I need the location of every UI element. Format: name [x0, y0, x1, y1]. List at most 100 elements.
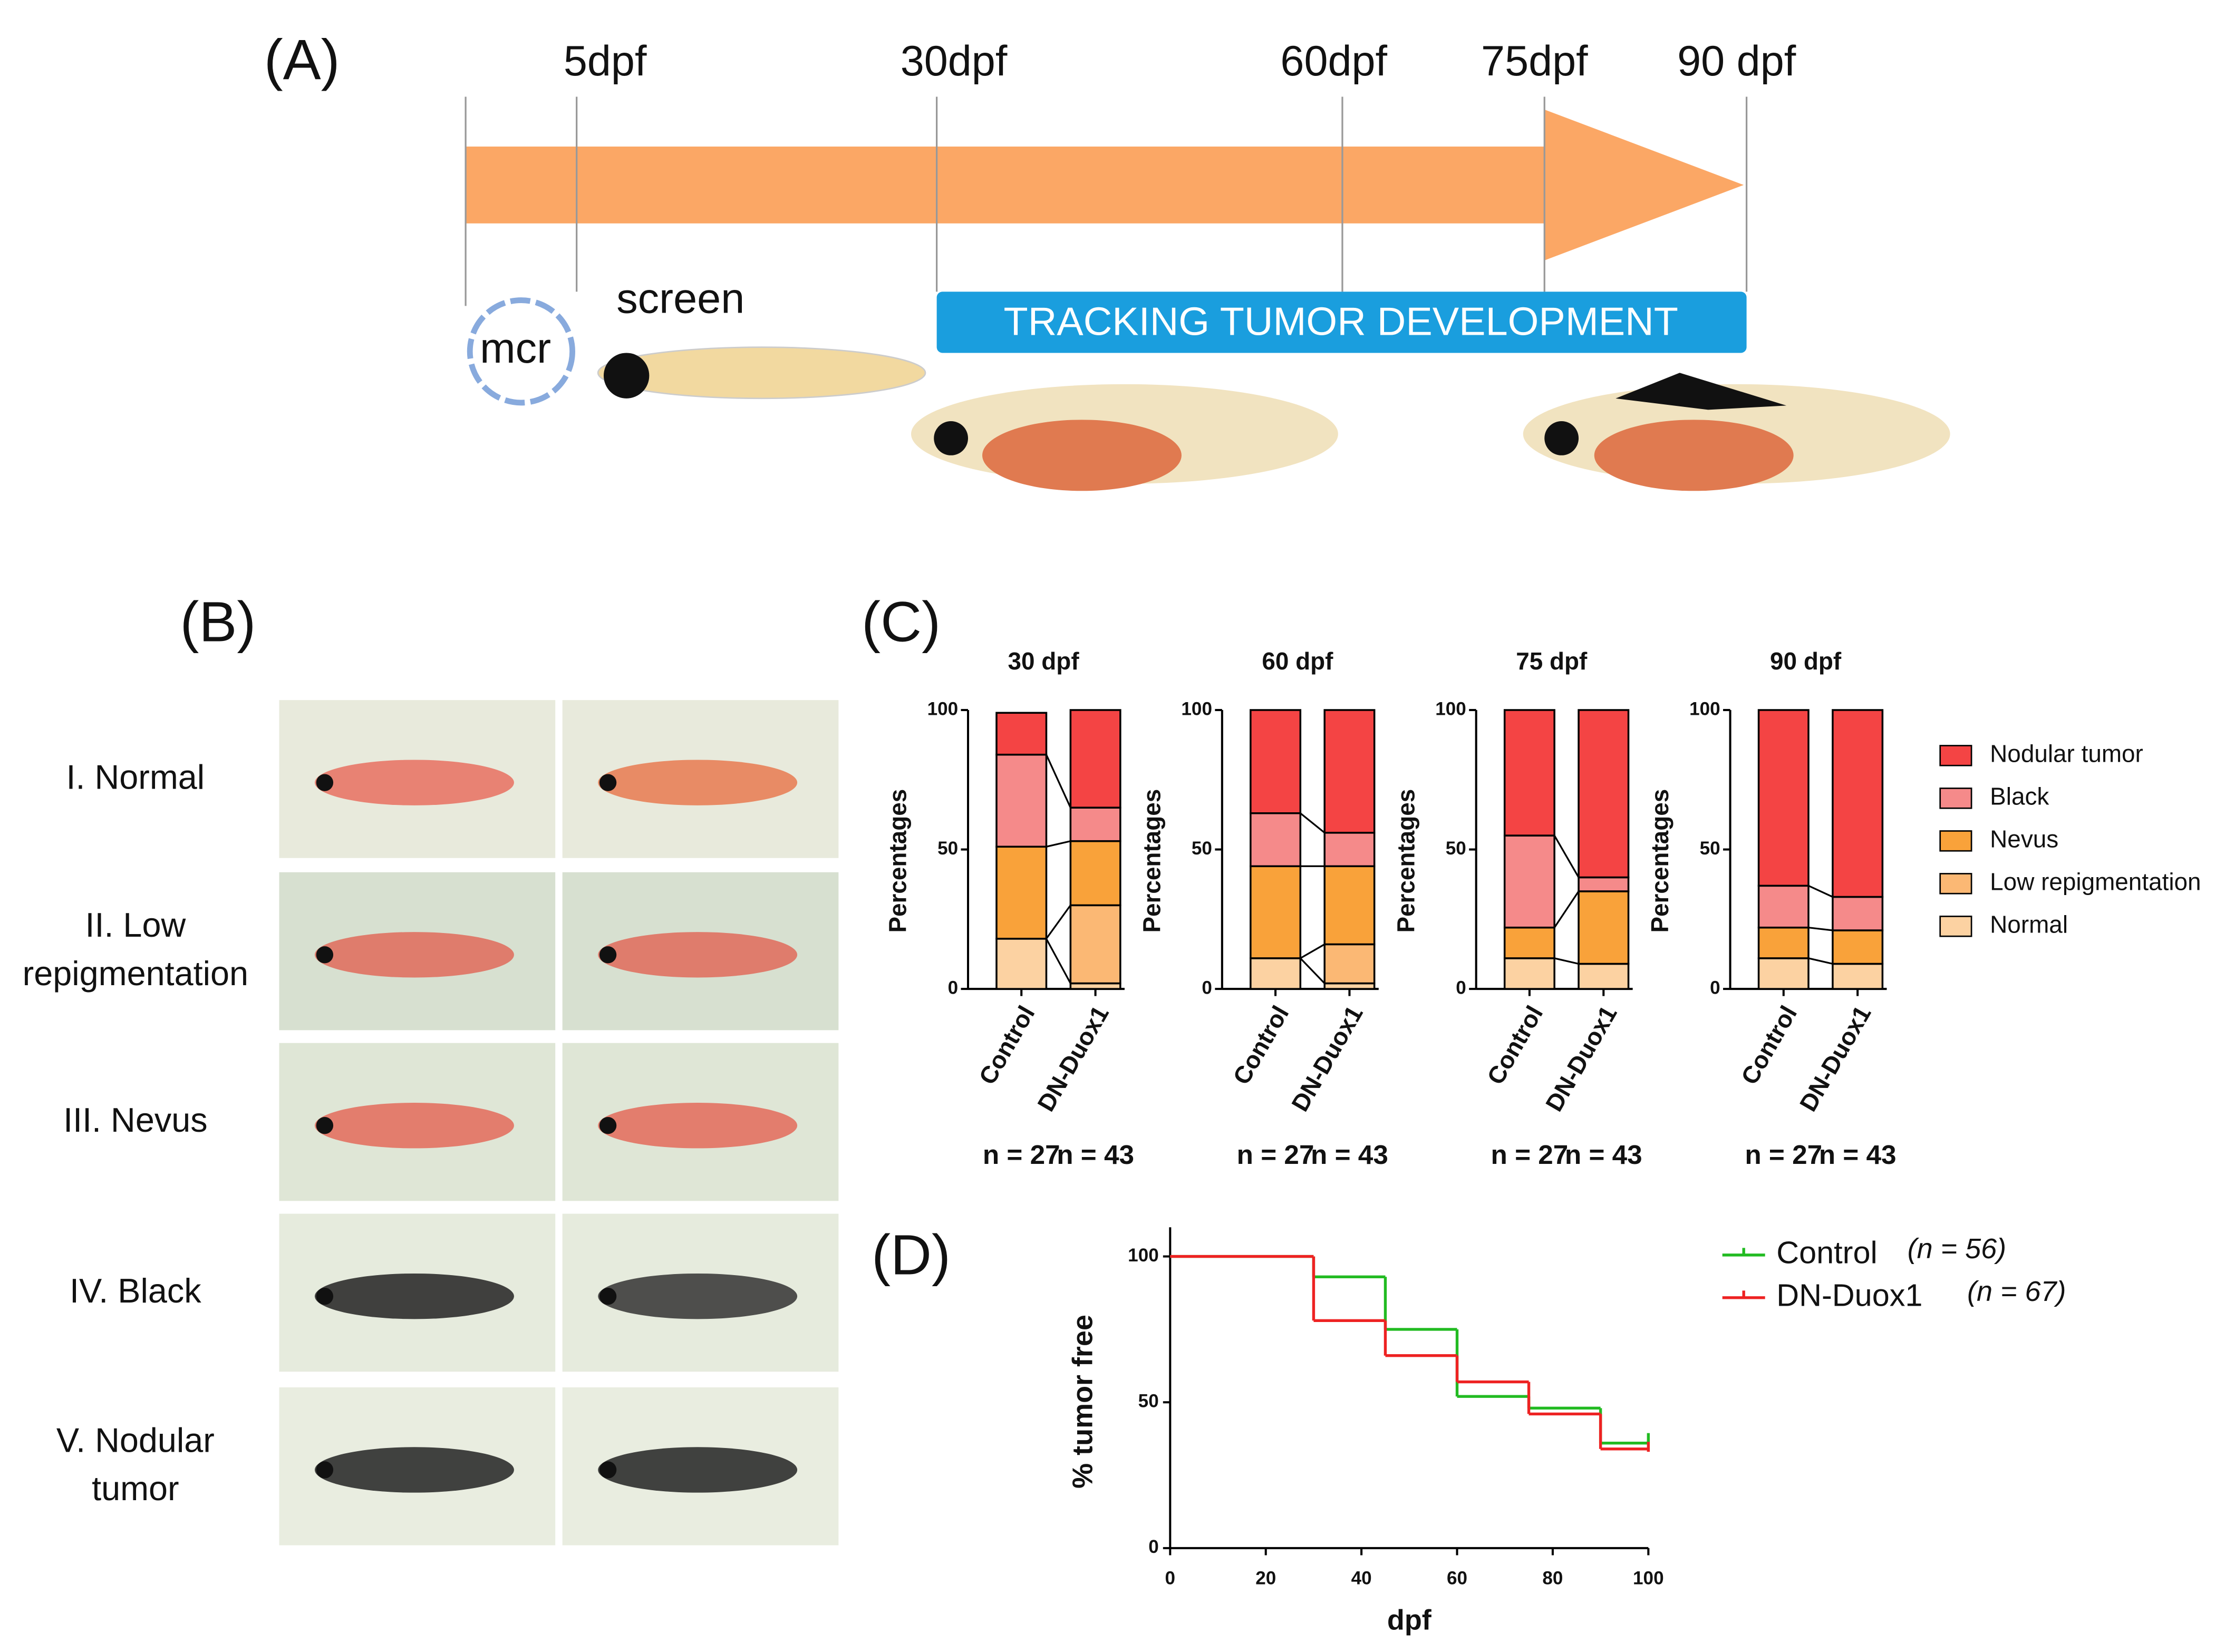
bar-segment: [995, 753, 1048, 848]
bar-segment: [1503, 709, 1555, 837]
fish-eye: [934, 421, 969, 455]
photo-fish: [314, 932, 514, 978]
photo-fish: [314, 1273, 514, 1319]
panel-label: (B): [180, 589, 256, 653]
connector: [1553, 835, 1580, 878]
bar-segment: [1832, 709, 1884, 898]
photo-fish-eye: [316, 774, 334, 791]
row-label: repigmentation: [23, 954, 248, 993]
tracking-bar: [936, 291, 1747, 353]
bar-segment: [1578, 890, 1630, 965]
subplot-title: 90 dpf: [1770, 647, 1842, 675]
subplot-title: 30 dpf: [1008, 647, 1080, 675]
y-tick-label: 0: [1148, 1537, 1159, 1557]
n-label: n = 27: [1491, 1140, 1569, 1170]
y-tick-label: 100: [1128, 1245, 1159, 1266]
bar-segment: [995, 846, 1048, 940]
n-label: n = 43: [1819, 1140, 1897, 1170]
x-tick-label: 40: [1351, 1568, 1372, 1589]
legend-label: Control: [1776, 1235, 1877, 1270]
bar-segment: [1757, 957, 1810, 990]
bar-segment: [995, 712, 1048, 756]
bar-segment: [1069, 709, 1121, 809]
bar-segment: [1323, 865, 1376, 946]
x-axis-label: dpf: [1387, 1605, 1432, 1636]
legend-swatch: [1939, 873, 1972, 895]
subplot-title: 60 dpf: [1262, 647, 1333, 675]
x-tick-label: DN-Duox1: [1794, 1001, 1876, 1116]
y-tick-label: 100: [1435, 698, 1466, 719]
y-tick-label: 50: [937, 838, 958, 859]
row-label: I. Normal: [66, 757, 205, 796]
photo-fish: [598, 932, 798, 978]
connector: [1046, 905, 1071, 939]
y-axis-label: Percentages: [884, 789, 912, 933]
legend-swatch: [1939, 916, 1972, 937]
bar-segment: [1832, 963, 1884, 990]
plasmid-label: mcr: [480, 325, 551, 372]
legend-n: (n = 56): [1908, 1233, 2007, 1265]
bar-segment: [1578, 709, 1630, 879]
connector: [1046, 938, 1071, 984]
bar-segment: [1757, 709, 1810, 887]
legend-swatch: [1939, 830, 1972, 852]
photo-fish-eye: [599, 774, 617, 791]
photo-fish-eye: [599, 946, 617, 964]
arrow-head: [1544, 109, 1744, 260]
connector: [1046, 754, 1071, 808]
bar-segment: [1323, 832, 1376, 868]
y-tick-label: 100: [1689, 698, 1720, 719]
x-tick-label: 100: [1633, 1568, 1664, 1589]
x-tick-label: 20: [1255, 1568, 1276, 1589]
x-tick-label: 60: [1447, 1568, 1467, 1589]
timeline: [465, 96, 1950, 491]
bar-segment: [1832, 896, 1884, 931]
legend-label: Low repigmentation: [1990, 868, 2201, 895]
panel-label: (D): [872, 1222, 951, 1286]
legend-swatch: [1939, 745, 1972, 766]
bar-segment: [1250, 812, 1302, 868]
connector: [1808, 927, 1833, 931]
time-label: 60dpf: [1280, 37, 1387, 85]
legend-label: Black: [1990, 782, 2049, 810]
x-tick-label: Control: [973, 1001, 1040, 1089]
y-tick-label: 50: [1700, 838, 1720, 859]
x-tick-label: Control: [1736, 1001, 1803, 1089]
photo-fish: [314, 1103, 514, 1149]
time-label: 5dpf: [564, 37, 647, 85]
y-tick-label: 100: [1181, 698, 1212, 719]
fish-organ: [1594, 420, 1794, 491]
photo-fish: [598, 1103, 798, 1149]
x-tick-label: Control: [1482, 1001, 1549, 1089]
photo-fish: [598, 1447, 798, 1493]
row-label: V. Nodular: [56, 1421, 215, 1459]
bar-segment: [1323, 943, 1376, 985]
bar-segment: [1069, 840, 1121, 907]
y-axis-label: Percentages: [1138, 789, 1165, 933]
n-label: n = 43: [1057, 1140, 1134, 1170]
photo-fish-eye: [599, 1287, 617, 1305]
x-tick-label: DN-Duox1: [1540, 1001, 1622, 1116]
photo-fish-eye: [316, 1287, 334, 1305]
legend-label: Normal: [1990, 910, 2068, 938]
panel-label: (A): [264, 27, 340, 91]
bar-segment: [1069, 904, 1121, 985]
connector: [1300, 957, 1326, 984]
bar-segment: [1757, 885, 1810, 929]
bar-segment: [1578, 876, 1630, 892]
bar-segment: [1250, 957, 1302, 990]
row-label: IV. Black: [70, 1271, 201, 1310]
y-axis-label: Percentages: [1392, 789, 1419, 933]
bar-segment: [1503, 926, 1555, 959]
connector: [1808, 885, 1833, 898]
x-tick-label: DN-Duox1: [1286, 1001, 1368, 1116]
n-label: n = 27: [1745, 1140, 1822, 1170]
panel-label: (C): [862, 589, 941, 653]
n-label: n = 43: [1565, 1140, 1642, 1170]
legend-label: DN-Duox1: [1776, 1278, 1922, 1313]
x-tick-label: 80: [1542, 1568, 1563, 1589]
bar-segment: [1250, 709, 1302, 814]
connector: [1554, 957, 1579, 965]
photo-fish-eye: [316, 1117, 334, 1134]
